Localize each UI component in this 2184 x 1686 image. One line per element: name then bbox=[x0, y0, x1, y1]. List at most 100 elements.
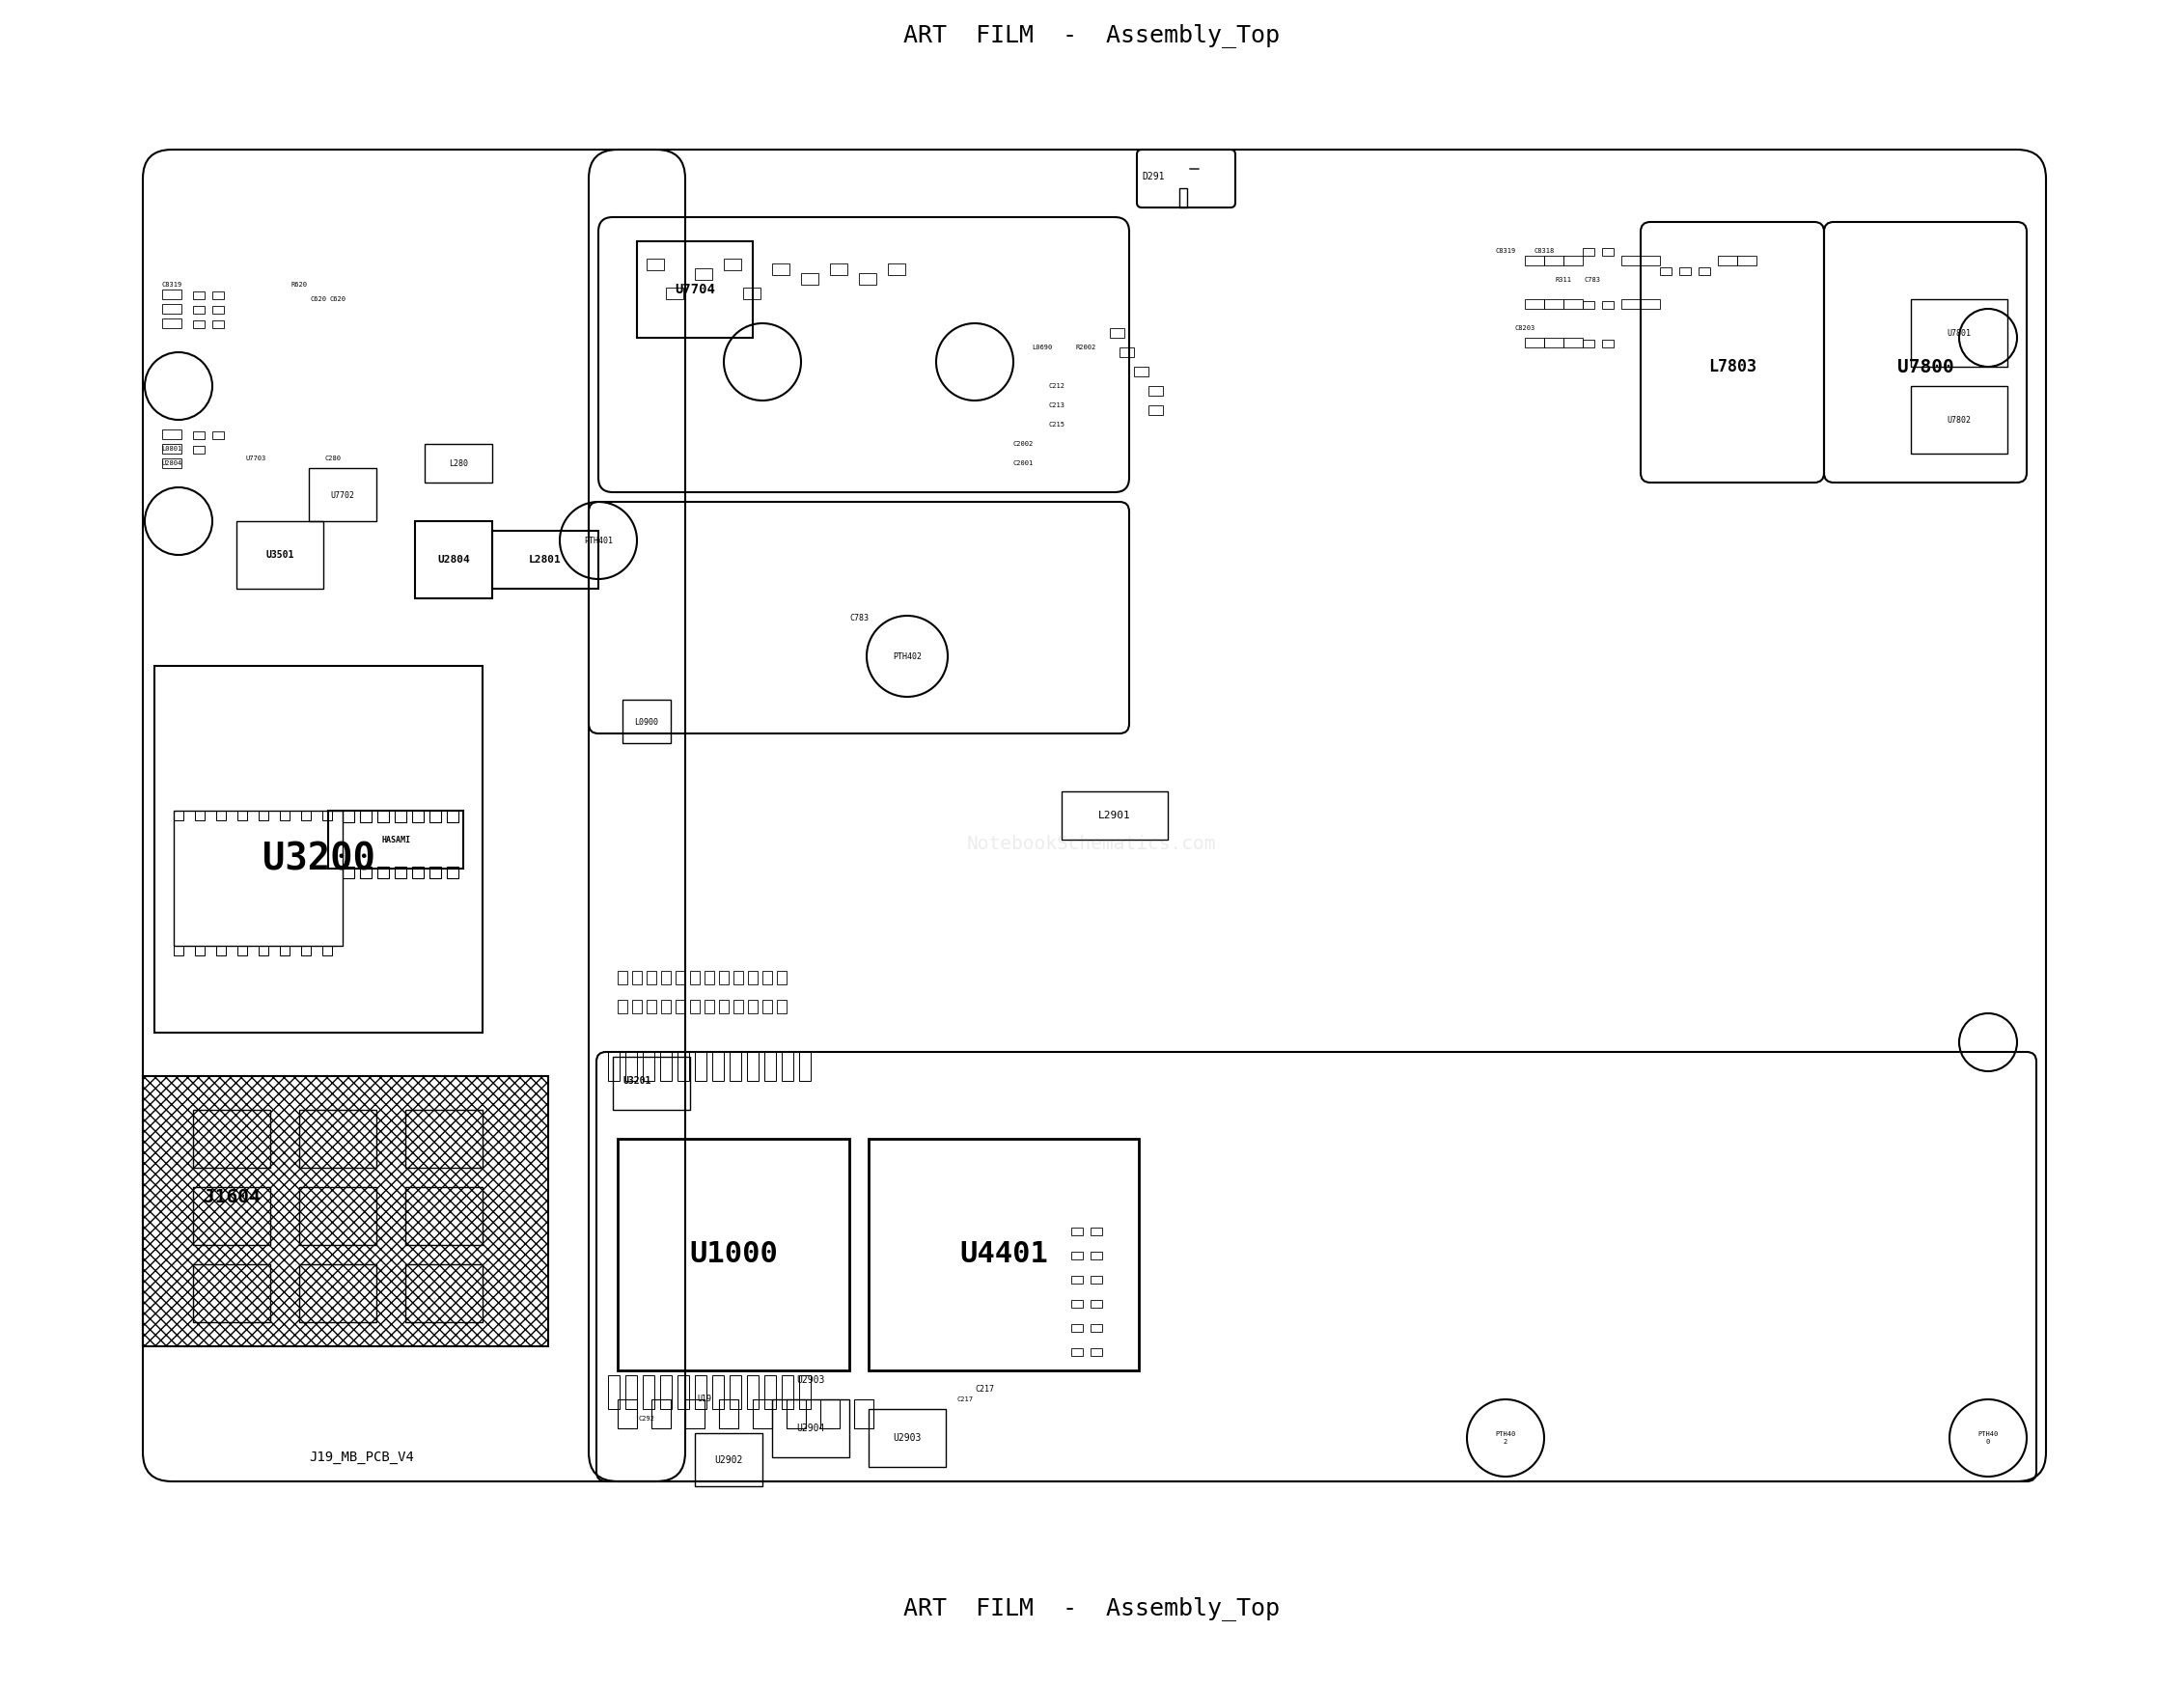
Bar bbox=[395, 811, 406, 823]
Text: J1604: J1604 bbox=[203, 1187, 260, 1205]
Bar bbox=[747, 1052, 758, 1081]
Bar bbox=[1090, 1251, 1103, 1259]
Bar bbox=[747, 1000, 758, 1013]
Bar bbox=[889, 263, 904, 275]
Bar bbox=[631, 1000, 642, 1013]
Bar bbox=[712, 1376, 723, 1409]
Bar bbox=[378, 811, 389, 823]
Bar bbox=[1544, 298, 1564, 309]
Bar bbox=[723, 258, 740, 270]
Text: L2901: L2901 bbox=[1099, 811, 1131, 821]
Bar bbox=[618, 1138, 850, 1371]
Bar bbox=[1564, 337, 1583, 347]
Bar bbox=[854, 1399, 874, 1428]
Bar bbox=[323, 946, 332, 956]
Bar bbox=[1736, 256, 1756, 265]
Bar bbox=[705, 971, 714, 985]
Bar bbox=[1070, 1251, 1083, 1259]
Text: NotebookSchematics.com: NotebookSchematics.com bbox=[968, 835, 1216, 853]
Bar bbox=[301, 811, 310, 821]
Bar bbox=[212, 292, 225, 298]
Bar bbox=[869, 1409, 946, 1467]
Bar bbox=[162, 303, 181, 314]
Bar bbox=[360, 867, 371, 878]
Text: U4401: U4401 bbox=[959, 1241, 1048, 1268]
Text: HASAMI: HASAMI bbox=[382, 835, 411, 845]
Text: U3501: U3501 bbox=[266, 550, 295, 560]
Bar bbox=[607, 1052, 620, 1081]
Bar bbox=[662, 971, 670, 985]
Text: L2801: L2801 bbox=[529, 555, 561, 565]
Bar bbox=[778, 971, 786, 985]
Bar bbox=[782, 1376, 793, 1409]
Bar bbox=[430, 811, 441, 823]
Text: C620: C620 bbox=[310, 297, 328, 302]
Bar bbox=[415, 521, 491, 599]
Bar bbox=[194, 811, 205, 821]
Bar bbox=[799, 1376, 810, 1409]
Text: PTH402: PTH402 bbox=[893, 652, 922, 661]
Bar bbox=[1640, 298, 1660, 309]
Bar bbox=[625, 1376, 638, 1409]
Text: C8203: C8203 bbox=[1514, 325, 1535, 330]
Bar bbox=[651, 1399, 670, 1428]
Text: D291: D291 bbox=[1142, 172, 1164, 182]
Bar bbox=[142, 1076, 548, 1347]
Bar bbox=[743, 288, 760, 298]
Bar bbox=[618, 971, 627, 985]
Bar bbox=[413, 867, 424, 878]
Bar bbox=[1544, 256, 1564, 265]
Bar bbox=[695, 268, 712, 280]
Text: U7703: U7703 bbox=[245, 455, 266, 462]
Bar bbox=[395, 867, 406, 878]
Bar bbox=[448, 867, 459, 878]
Bar bbox=[216, 946, 225, 956]
Bar bbox=[299, 1187, 376, 1244]
Text: R311: R311 bbox=[1555, 277, 1572, 283]
Bar bbox=[625, 1052, 638, 1081]
Bar bbox=[1564, 298, 1583, 309]
Text: C8319: C8319 bbox=[1496, 248, 1516, 255]
Text: C292: C292 bbox=[638, 1416, 655, 1421]
Bar bbox=[299, 1109, 376, 1168]
Text: U3201: U3201 bbox=[622, 1076, 651, 1086]
Bar bbox=[660, 1376, 673, 1409]
Bar bbox=[675, 1000, 686, 1013]
Bar bbox=[1583, 339, 1594, 347]
Bar bbox=[175, 811, 183, 821]
Bar bbox=[1524, 256, 1544, 265]
Bar bbox=[729, 1376, 740, 1409]
Bar bbox=[753, 1399, 773, 1428]
Bar bbox=[1719, 256, 1736, 265]
Bar bbox=[675, 971, 686, 985]
Text: U7800: U7800 bbox=[1898, 357, 1955, 376]
Bar bbox=[192, 445, 205, 454]
Bar bbox=[734, 971, 743, 985]
Text: U7704: U7704 bbox=[675, 283, 714, 297]
Text: C783: C783 bbox=[850, 614, 869, 622]
Bar bbox=[1133, 368, 1149, 376]
Text: U2804: U2804 bbox=[437, 555, 470, 565]
Bar bbox=[607, 1376, 620, 1409]
Bar bbox=[719, 971, 729, 985]
Bar bbox=[1621, 298, 1640, 309]
Bar bbox=[802, 273, 819, 285]
Bar bbox=[448, 811, 459, 823]
Bar bbox=[280, 946, 290, 956]
Text: R2002: R2002 bbox=[1075, 344, 1096, 351]
Bar bbox=[194, 946, 205, 956]
Bar bbox=[1090, 1276, 1103, 1283]
Bar bbox=[695, 1433, 762, 1487]
Bar bbox=[677, 1052, 690, 1081]
Text: PTH40
2: PTH40 2 bbox=[1496, 1431, 1516, 1445]
Bar bbox=[1179, 189, 1188, 207]
Bar bbox=[747, 1376, 758, 1409]
Bar bbox=[695, 1052, 705, 1081]
Bar bbox=[192, 1187, 271, 1244]
Bar bbox=[192, 432, 205, 438]
Bar bbox=[192, 320, 205, 329]
Text: U19: U19 bbox=[697, 1394, 712, 1404]
Text: U2902: U2902 bbox=[714, 1455, 743, 1465]
Bar bbox=[1070, 1300, 1083, 1308]
Bar bbox=[1699, 268, 1710, 275]
